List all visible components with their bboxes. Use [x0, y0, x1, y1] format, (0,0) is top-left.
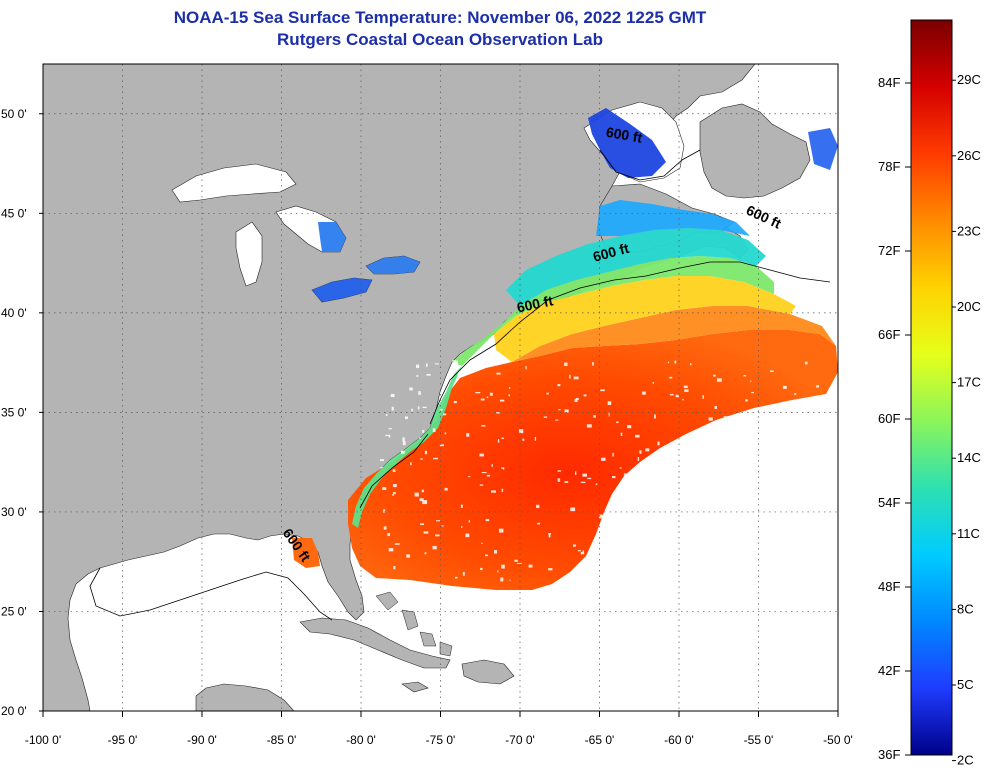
newfoundland [699, 103, 811, 199]
map-subtitle: Rutgers Coastal Ocean Observation Lab [277, 30, 603, 49]
lat-tick-label: 50 0' [1, 107, 27, 121]
lat-tick-label: 30 0' [1, 505, 27, 519]
lat-tick-label: 35 0' [1, 405, 27, 419]
lon-tick-label: -90 0' [187, 733, 217, 747]
hispaniola [461, 659, 515, 685]
isobath-label: 600 ft [605, 124, 644, 146]
celsius-label: 20C [957, 299, 981, 314]
lat-tick-label: 40 0' [1, 306, 27, 320]
longitude-axis: -100 0' -95 0' -90 0' -85 0' -80 0' -75 0' -70… [25, 711, 853, 747]
celsius-label: 11C [957, 526, 980, 541]
lon-tick-label: -85 0' [267, 733, 297, 747]
lon-tick-label: -60 0' [664, 733, 694, 747]
celsius-label: 26C [957, 148, 981, 163]
celsius-label: 14C [957, 450, 981, 465]
fahrenheit-scale: 84F 78F 72F 66F 60F 54F 48F 42F 36F [878, 75, 911, 762]
celsius-label: 23C [957, 223, 981, 238]
celsius-label: 29C [957, 72, 981, 87]
fahrenheit-label: 78F [878, 159, 900, 174]
cuba [299, 617, 451, 669]
lon-tick-label: -95 0' [108, 733, 138, 747]
sst-data-layer [292, 108, 838, 590]
graticule-grid [43, 64, 838, 711]
yucatan-land [195, 683, 295, 711]
fahrenheit-label: 66F [878, 327, 900, 342]
fahrenheit-label: 60F [878, 411, 900, 426]
lon-tick-label: -75 0' [426, 733, 456, 747]
latitude-axis: 20 0' 25 0' 30 0' 35 0' 40 0' 45 0' 50 0' [1, 107, 43, 718]
lon-tick-label: -70 0' [505, 733, 535, 747]
map-title: NOAA-15 Sea Surface Temperature: Novembe… [173, 8, 707, 27]
lon-tick-label: -65 0' [585, 733, 615, 747]
lon-tick-label: -100 0' [25, 733, 61, 747]
isobath-label: 600 ft [515, 292, 554, 315]
celsius-label: 2C [957, 753, 974, 768]
isobath-contours [89, 149, 831, 621]
celsius-label: 8C [957, 601, 974, 616]
fahrenheit-label: 54F [878, 495, 900, 510]
celsius-label: 17C [957, 375, 981, 390]
lon-tick-label: -80 0' [346, 733, 376, 747]
lat-tick-label: 20 0' [1, 704, 27, 718]
fahrenheit-label: 72F [878, 243, 900, 258]
jamaica [401, 681, 429, 693]
lat-tick-label: 25 0' [1, 604, 27, 618]
fahrenheit-label: 84F [878, 75, 900, 90]
fahrenheit-label: 48F [878, 579, 900, 594]
lat-tick-label: 45 0' [1, 206, 27, 220]
celsius-scale: 29C 26C 23C 20C 17C 14C 11C 8C 5C 2C [952, 72, 981, 768]
lon-tick-label: -50 0' [823, 733, 853, 747]
celsius-label: 5C [957, 677, 974, 692]
fahrenheit-label: 36F [878, 747, 900, 762]
fahrenheit-label: 42F [878, 663, 900, 678]
lon-tick-label: -55 0' [744, 733, 774, 747]
bahamas-islands [375, 591, 453, 657]
temperature-colorbar [910, 19, 953, 756]
